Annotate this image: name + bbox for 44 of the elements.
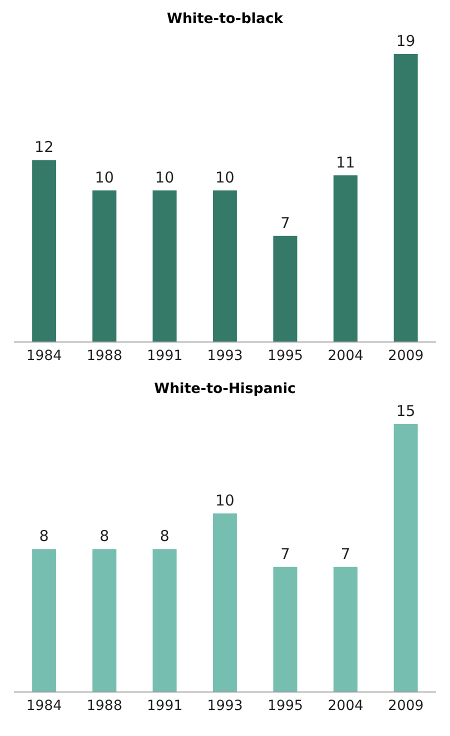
bar — [334, 566, 358, 692]
data-label: 7 — [280, 544, 290, 563]
bar — [152, 190, 177, 342]
x-tick-label: 1991 — [146, 348, 183, 364]
bar — [273, 236, 298, 342]
data-label: 10 — [215, 491, 234, 510]
x-tick-label: 2004 — [328, 698, 364, 714]
data-label: 19 — [396, 32, 416, 50]
bar — [394, 54, 418, 342]
bar — [32, 549, 56, 692]
chart-title: White-to-Hispanic — [153, 380, 297, 399]
data-label: 8 — [100, 527, 110, 546]
chart-title: White-to-black — [166, 10, 284, 29]
bar — [334, 175, 358, 342]
x-tick-label: 1991 — [146, 698, 183, 714]
bar — [212, 190, 237, 342]
data-label: 10 — [94, 168, 114, 186]
bar — [212, 513, 237, 692]
bar — [152, 549, 177, 692]
x-tick-label: 1988 — [86, 698, 122, 714]
x-tick-label: 1988 — [86, 348, 122, 364]
data-label: 10 — [215, 168, 234, 186]
data-label: 15 — [396, 402, 416, 420]
data-label: 7 — [340, 544, 350, 563]
bar — [92, 190, 116, 342]
bar — [92, 549, 116, 692]
x-tick-label: 1995 — [267, 348, 304, 364]
data-label: 10 — [155, 168, 174, 186]
data-label: 12 — [34, 138, 54, 156]
bar — [394, 424, 418, 692]
x-tick-label: 1984 — [26, 348, 62, 364]
data-label: 7 — [280, 214, 290, 232]
x-tick-label: 1995 — [267, 698, 304, 714]
bar — [273, 566, 298, 692]
x-tick-label: 1984 — [26, 698, 62, 714]
x-tick-label: 2009 — [388, 698, 424, 714]
x-tick-label: 2004 — [328, 348, 364, 364]
x-tick-label: 1993 — [207, 348, 243, 364]
x-tick-label: 1993 — [207, 698, 243, 714]
data-label: 8 — [39, 527, 49, 546]
data-label: 8 — [160, 527, 170, 546]
bar — [32, 160, 56, 342]
x-tick-label: 2009 — [388, 348, 424, 364]
data-label: 11 — [336, 153, 356, 172]
